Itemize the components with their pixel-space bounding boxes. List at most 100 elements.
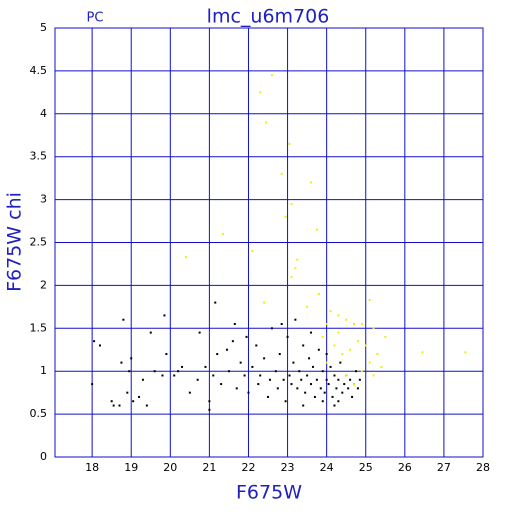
point [288,142,291,145]
point [351,395,354,398]
point [333,344,336,347]
x-tick-label: 24 [320,461,334,474]
point [360,323,363,326]
point [300,378,303,381]
point [290,202,293,205]
point [337,400,340,403]
point [214,301,217,304]
y-tick-label: 1.5 [30,321,48,334]
point [325,361,328,364]
y-tick-label: 1 [40,364,47,377]
point [225,348,228,351]
point [141,378,144,381]
point [130,357,133,360]
x-tick-label: 22 [241,461,255,474]
point [270,327,273,330]
point [290,275,293,278]
point [333,374,336,377]
point [308,357,311,360]
point [341,391,344,394]
point [122,318,125,321]
x-tick-label: 25 [359,461,373,474]
point [284,400,287,403]
y-tick-label: 3.5 [30,150,48,163]
point [292,361,295,364]
point [286,335,289,338]
x-tick-label: 18 [85,461,99,474]
point [319,387,322,390]
point [337,314,340,317]
point [126,391,129,394]
point [315,228,318,231]
point [304,391,307,394]
point [321,370,324,373]
y-tick-label: 3 [40,193,47,206]
point [343,383,346,386]
point [235,387,238,390]
point [302,344,305,347]
point [321,335,324,338]
x-tick-label: 28 [476,461,490,474]
point [259,374,262,377]
point [263,357,266,360]
point [310,331,313,334]
point [282,378,285,381]
point [120,361,123,364]
point [358,378,361,381]
point [110,400,113,403]
point [149,331,152,334]
point [353,383,356,386]
point [91,383,94,386]
y-tick-label: 2 [40,278,47,291]
point [306,305,309,308]
point [349,348,352,351]
point [364,344,367,347]
point [263,301,266,304]
point [274,370,277,373]
point [329,365,332,368]
point [464,351,467,354]
point [276,387,279,390]
point [251,365,254,368]
x-tick-label: 26 [398,461,412,474]
point [384,335,387,338]
point [321,400,324,403]
point [349,378,352,381]
point [356,340,359,343]
point [267,395,270,398]
point [173,374,176,377]
y-tick-label: 5 [40,21,47,34]
point [257,383,260,386]
point [360,370,363,373]
point [345,318,348,321]
point [138,395,141,398]
point [153,370,156,373]
point [270,74,273,77]
point [212,374,215,377]
x-tick-label: 20 [163,461,177,474]
point [208,400,211,403]
point [247,391,250,394]
point [265,121,268,124]
y-tick-label: 4 [40,107,47,120]
point [335,387,338,390]
chart-title: lmc_u6m706 [207,6,330,28]
x-tick-label: 21 [202,461,216,474]
point [337,378,340,381]
point [294,318,297,321]
x-tick-label: 23 [281,461,295,474]
point [356,387,359,390]
point [98,344,101,347]
point [259,91,262,94]
point [93,340,96,343]
point [317,348,320,351]
point [220,383,223,386]
point [290,383,293,386]
point [325,378,328,381]
point [132,400,135,403]
point [353,323,356,326]
point [233,323,236,326]
point [165,353,168,356]
point [317,292,320,295]
